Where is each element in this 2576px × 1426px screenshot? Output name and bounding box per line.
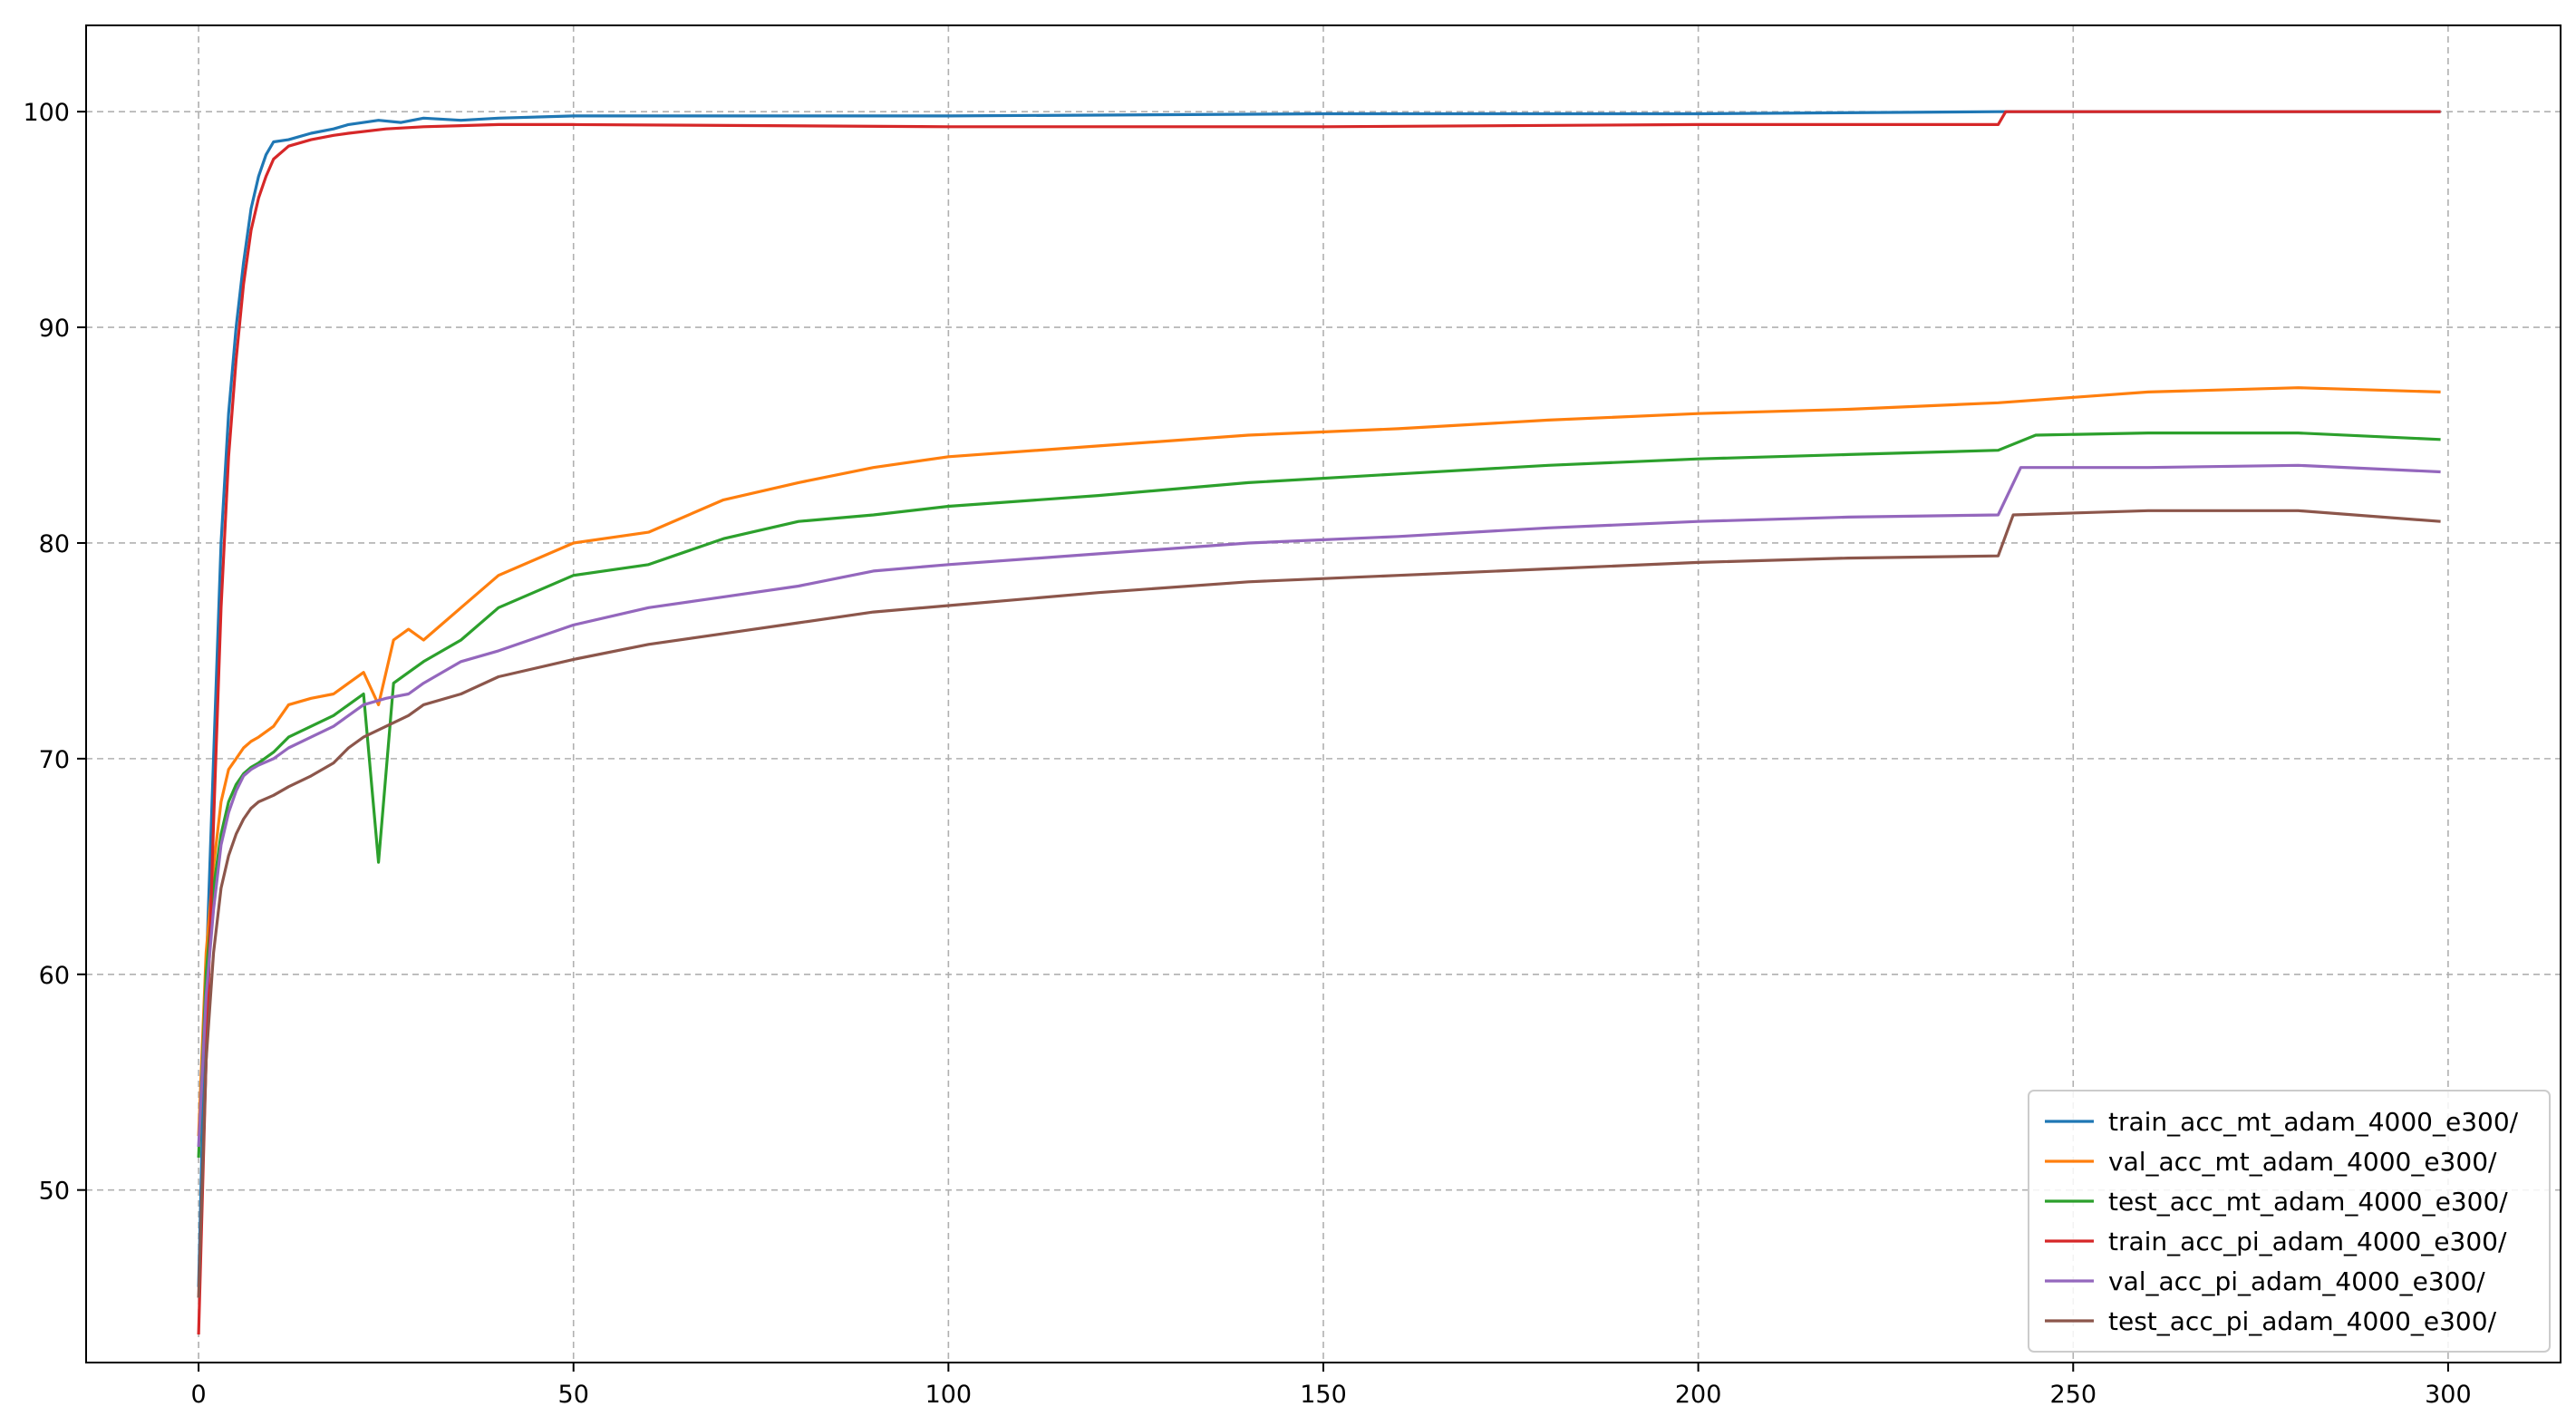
x-tick-label: 50 (558, 1381, 589, 1409)
x-tick-label: 100 (925, 1381, 973, 1409)
y-tick-label: 100 (23, 99, 70, 127)
y-tick-label: 80 (39, 530, 70, 558)
x-tick-label: 200 (1675, 1381, 1722, 1409)
legend-label: test_acc_mt_adam_4000_e300/ (2108, 1187, 2508, 1217)
legend-label: test_acc_pi_adam_4000_e300/ (2108, 1306, 2497, 1336)
series-line-5 (197, 509, 2441, 1298)
series-line-4 (197, 463, 2441, 1148)
series-group (197, 110, 2441, 1335)
x-tick-label: 0 (190, 1381, 206, 1409)
y-tick-label: 70 (39, 746, 70, 774)
series-line-0 (197, 110, 2441, 1287)
legend-label: val_acc_mt_adam_4000_e300/ (2108, 1147, 2497, 1177)
legend: train_acc_mt_adam_4000_e300/val_acc_mt_a… (2028, 1090, 2551, 1353)
x-tick-label: 300 (2425, 1381, 2472, 1409)
series-line-2 (197, 432, 2441, 1159)
legend-label: train_acc_pi_adam_4000_e300/ (2108, 1227, 2507, 1256)
series-line-3 (197, 110, 2441, 1335)
x-tick-label: 150 (1300, 1381, 1347, 1409)
y-tick-label: 90 (39, 315, 70, 343)
series-line-1 (197, 386, 2441, 1137)
legend-label: val_acc_pi_adam_4000_e300/ (2108, 1266, 2485, 1296)
x-tick-label: 250 (2049, 1381, 2097, 1409)
y-tick-label: 60 (39, 962, 70, 990)
legend-label: train_acc_mt_adam_4000_e300/ (2108, 1107, 2519, 1137)
y-tick-label: 50 (39, 1178, 70, 1206)
legend-box (2028, 1090, 2551, 1353)
axes: 0 50 100 150 200 250 300 50 60 70 80 90 100 (23, 99, 2471, 1409)
